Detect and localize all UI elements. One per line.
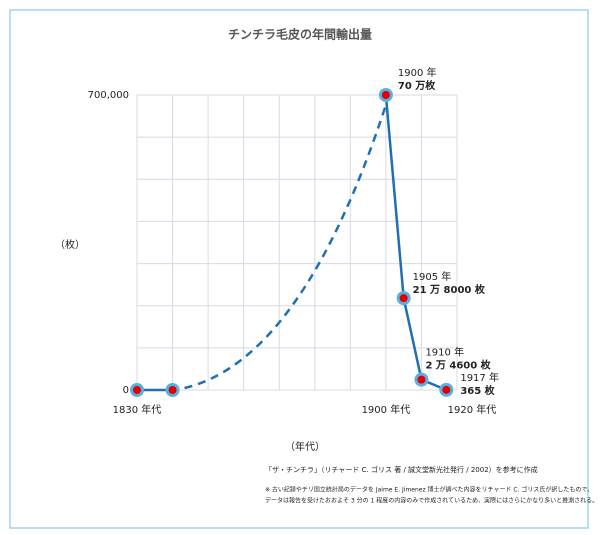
marker-dot bbox=[442, 385, 451, 394]
label-year: 1910 年 bbox=[425, 346, 464, 359]
label-amount: 21 万 8000 枚 bbox=[413, 283, 486, 296]
marker-dot bbox=[399, 294, 408, 303]
y-tick-label: 700,000 bbox=[88, 90, 129, 101]
x-axis-label: （年代） bbox=[285, 440, 325, 453]
line bbox=[384, 94, 447, 392]
label-year: 1917 年 bbox=[460, 371, 499, 384]
label-year: 1905 年 bbox=[413, 270, 452, 283]
estimated-line bbox=[184, 104, 388, 390]
label-amount: 2 万 4600 枚 bbox=[425, 359, 491, 372]
label-year: 1900 年 bbox=[398, 66, 437, 79]
frame bbox=[9, 9, 589, 529]
label-amount: 365 枚 bbox=[460, 384, 495, 397]
label-amount: 70 万枚 bbox=[398, 79, 436, 92]
marker-dot bbox=[168, 386, 177, 394]
chart-title: チンチラ毛皮の年間輸出量 bbox=[228, 27, 372, 42]
x-tick-label: 1920 年代 bbox=[448, 403, 497, 416]
marker-dot bbox=[381, 91, 390, 99]
note: データは報告を受けたおおよそ 3 分の 1 程度の内容のみで作成されているため、… bbox=[265, 497, 598, 505]
marker-dot bbox=[417, 375, 426, 384]
x-tick-label: 1830 年代 bbox=[113, 403, 162, 416]
y-tick-label: 0 bbox=[123, 385, 129, 396]
marker-dot bbox=[133, 386, 141, 394]
y-axis-label: （枚） bbox=[55, 238, 85, 251]
source: 「ザ・チンチラ」（リチャード C. ゴリス 著 / 誠文堂新光社発行 / 200… bbox=[265, 465, 538, 474]
x-tick-label: 1900 年代 bbox=[362, 403, 411, 416]
note: ※ 古い記録やチリ国立統計局のデータを Jaime E. Jimenez 博士が… bbox=[265, 486, 593, 494]
